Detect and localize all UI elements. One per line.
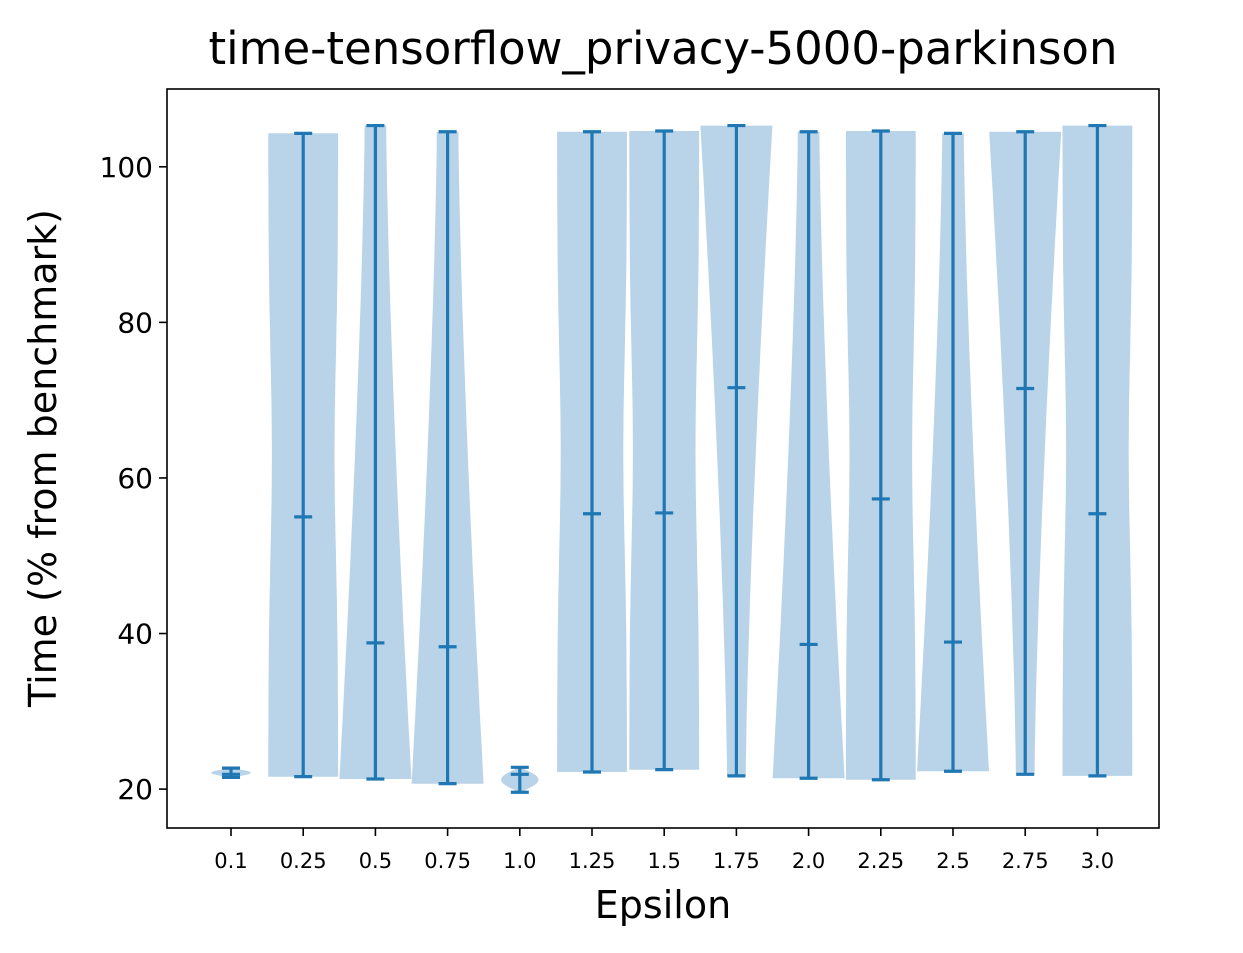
violin-bodies xyxy=(211,125,1133,793)
x-tick-label: 2.5 xyxy=(936,849,969,873)
x-axis-ticks: 0.1 0.25 0.5 0.75 1.0 1.25 1.5 1.75 2.0 2.25 2.5 2.… xyxy=(214,828,1114,873)
x-tick-label: 1.5 xyxy=(647,849,680,873)
x-tick-label: 1.75 xyxy=(713,849,760,873)
y-axis-label: Time (% from benchmark) xyxy=(21,209,65,708)
x-tick-label: 0.1 xyxy=(214,849,247,873)
y-tick-label: 40 xyxy=(117,618,153,651)
axes xyxy=(166,88,1160,829)
plot-frame xyxy=(166,88,1160,829)
chart-title: time-tensorflow_privacy-5000-parkinson xyxy=(209,22,1118,75)
x-axis-label: Epsilon xyxy=(595,883,731,927)
y-tick-label: 80 xyxy=(117,306,153,339)
y-tick-label: 100 xyxy=(100,151,153,184)
violin-lines xyxy=(222,123,1107,794)
x-tick-label: 2.75 xyxy=(1002,849,1049,873)
x-tick-label: 2.0 xyxy=(792,849,825,873)
x-tick-label: 1.0 xyxy=(503,849,536,873)
x-tick-label: 0.5 xyxy=(359,849,392,873)
x-tick-label: 0.25 xyxy=(280,849,327,873)
y-tick-label: 20 xyxy=(117,773,153,806)
x-tick-label: 1.25 xyxy=(569,849,616,873)
x-tick-label: 0.75 xyxy=(424,849,471,873)
x-tick-label: 3.0 xyxy=(1081,849,1114,873)
y-axis-ticks: 20 40 60 80 100 xyxy=(100,151,167,806)
x-tick-label: 2.25 xyxy=(857,849,904,873)
y-tick-label: 60 xyxy=(117,462,153,495)
